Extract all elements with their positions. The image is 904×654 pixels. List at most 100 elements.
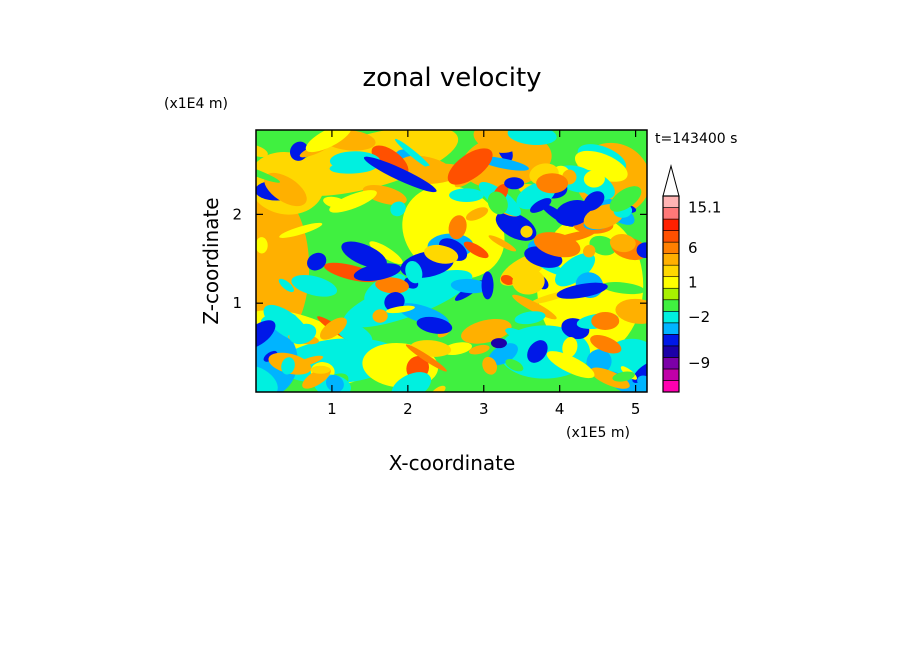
contour-region (582, 244, 596, 258)
contour-region (450, 278, 489, 294)
y-tick-label: 2 (232, 205, 242, 223)
contour-region (562, 336, 578, 358)
contour-region (386, 305, 415, 314)
contour-region (615, 298, 647, 324)
y-tick-label: 1 (232, 294, 242, 312)
colorbar-level (662, 345, 680, 358)
contour-feature (353, 263, 402, 282)
contour-region (326, 374, 344, 392)
contour-region (448, 215, 467, 240)
colorbar-level (662, 253, 680, 266)
contour-region (505, 359, 524, 372)
contour-feature (536, 173, 569, 194)
contour-region (533, 232, 581, 258)
colorbar-level (662, 218, 680, 231)
x-tick-label: 2 (403, 400, 413, 418)
contour-region (546, 351, 595, 379)
contour-feature (363, 156, 437, 193)
y-scale-label: (x1E4 m) (164, 96, 228, 112)
contour-feature (310, 365, 331, 374)
contour-region (473, 130, 519, 153)
contour-region (341, 241, 387, 269)
colorbar-level (662, 380, 680, 393)
contour-region (390, 201, 406, 217)
colorbar-level (662, 310, 680, 324)
contour-field (256, 130, 647, 392)
x-axis: 1 2 3 4 5 (327, 130, 640, 418)
colorbar-tick-label: −9 (688, 354, 710, 372)
contour-region (487, 191, 508, 215)
contour-region (256, 237, 268, 254)
contour-region (375, 277, 409, 294)
contour-region (482, 356, 497, 375)
contour-region (556, 282, 608, 299)
contour-region (465, 207, 489, 221)
contour-region (612, 371, 635, 382)
contour-region (609, 234, 636, 253)
colorbar-level (662, 241, 680, 254)
x-scale-label: (x1E5 m) (566, 425, 630, 441)
contour-region (461, 318, 512, 344)
contour-region (609, 186, 642, 212)
contour-region (256, 320, 276, 349)
colorbar-level (662, 276, 680, 289)
contour-region (369, 241, 403, 265)
x-axis-label: X-coordinate (389, 451, 516, 475)
contour-region (362, 184, 407, 205)
colorbar-level (662, 264, 680, 278)
contour-region (590, 367, 630, 389)
colorbar-level (662, 334, 680, 347)
contour-region (514, 311, 546, 325)
colorbar-frame (662, 195, 680, 393)
contour-region (449, 188, 484, 203)
contour-region (586, 349, 612, 375)
contour-region (505, 328, 528, 340)
colorbar: 15.1 6 1 −2 −9 (662, 164, 721, 393)
colorbar-tick-label: 15.1 (688, 199, 721, 217)
x-tick-label: 4 (555, 400, 565, 418)
x-tick-label: 3 (479, 400, 489, 418)
y-axis: 12 (232, 205, 647, 312)
contour-blobs (256, 130, 647, 392)
contour-region (589, 235, 617, 256)
colorbar-level (662, 287, 680, 301)
contour-region (520, 225, 533, 238)
contour-region (305, 130, 352, 153)
contour-region (583, 170, 605, 188)
colorbar-arrow (662, 164, 680, 197)
chart-title: zonal velocity (362, 63, 541, 93)
contour-region (637, 375, 647, 389)
contour-region (405, 261, 423, 284)
contour-region (307, 252, 327, 271)
colorbar-tick-label: 6 (688, 239, 698, 257)
contour-region (590, 335, 622, 354)
colorbar-level (662, 230, 680, 243)
contour-region (372, 309, 388, 323)
contour-region (256, 365, 278, 392)
contour-region (289, 323, 317, 345)
colorbar-tick-label: 1 (688, 273, 698, 291)
colorbar-tick-label: −2 (688, 308, 710, 326)
contour-region (601, 281, 645, 295)
contour-region (507, 130, 557, 146)
contour-feature (591, 311, 620, 330)
contour-region (555, 252, 596, 287)
contour-region (395, 138, 432, 170)
contour-region (574, 150, 628, 182)
contour-region (468, 344, 490, 355)
colorbar-level (662, 322, 680, 335)
contour-region (488, 235, 517, 252)
contour-region (391, 372, 432, 392)
contour-region (323, 196, 348, 209)
contour-region (512, 268, 545, 295)
y-axis-label: Z-coordinate (199, 197, 223, 324)
contour-feature (583, 191, 605, 211)
contour-region (278, 278, 295, 293)
contour-region (329, 151, 381, 171)
contour-region (424, 244, 459, 264)
colorbar-level (662, 299, 680, 312)
contour-feature (504, 177, 525, 190)
contour-region (281, 357, 295, 375)
colorbar-level (662, 195, 680, 208)
